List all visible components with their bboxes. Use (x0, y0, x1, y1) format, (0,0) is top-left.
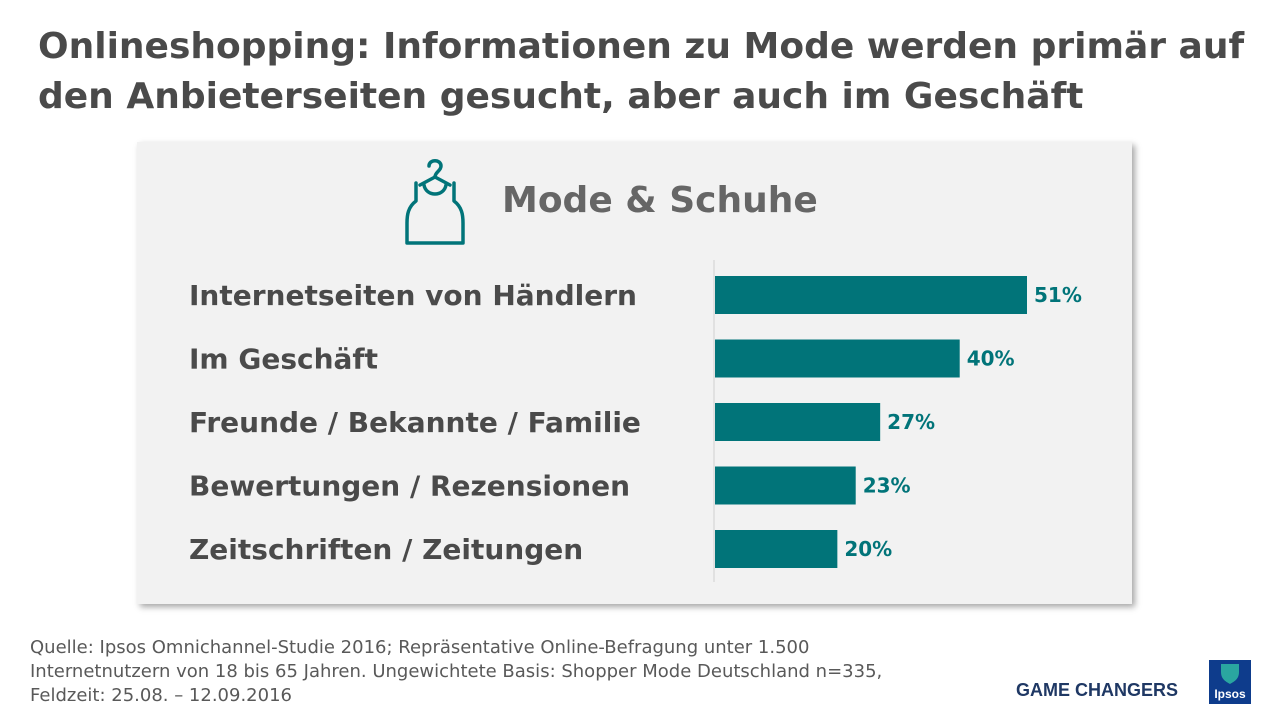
bar (715, 340, 960, 378)
bar (715, 276, 1027, 314)
bar (715, 403, 880, 441)
value-label: 40% (967, 347, 1015, 371)
game-changers-tagline: GAME CHANGERS (1016, 680, 1178, 701)
page-title-line-1: Onlineshopping: Informationen zu Mode we… (38, 22, 1258, 72)
ipsos-logo-text: Ipsos (1209, 687, 1251, 701)
value-label: 51% (1034, 283, 1082, 307)
source-note-line-1: Quelle: Ipsos Omnichannel-Studie 2016; R… (30, 636, 990, 660)
value-label: 27% (887, 410, 935, 434)
source-note-line-2: Internetnutzern von 18 bis 65 Jahren. Un… (30, 660, 990, 684)
category-label: Bewertungen / Rezensionen (189, 470, 630, 503)
source-note-line-3: Feldzeit: 25.08. – 12.09.2016 (30, 684, 990, 708)
chart-panel: Mode & Schuhe Internetseiten von Händler… (137, 142, 1132, 604)
page-title-line-2: den Anbieterseiten gesucht, aber auch im… (38, 72, 1258, 122)
category-label: Im Geschäft (189, 343, 378, 376)
category-label: Zeitschriften / Zeitungen (189, 533, 583, 566)
bar-chart: Internetseiten von Händlern 51% Im Geschäf… (137, 142, 1132, 604)
category-label: Freunde / Bekannte / Familie (189, 406, 641, 439)
page-title: Onlineshopping: Informationen zu Mode we… (38, 22, 1258, 122)
source-note: Quelle: Ipsos Omnichannel-Studie 2016; R… (30, 636, 990, 708)
category-label: Internetseiten von Händlern (189, 279, 637, 312)
value-label: 20% (844, 537, 892, 561)
value-label: 23% (863, 474, 911, 498)
bar (715, 467, 856, 505)
bar (715, 530, 837, 568)
ipsos-logo: Ipsos (1209, 660, 1251, 704)
bars-group: Internetseiten von Händlern 51% Im Geschäf… (189, 276, 1082, 568)
